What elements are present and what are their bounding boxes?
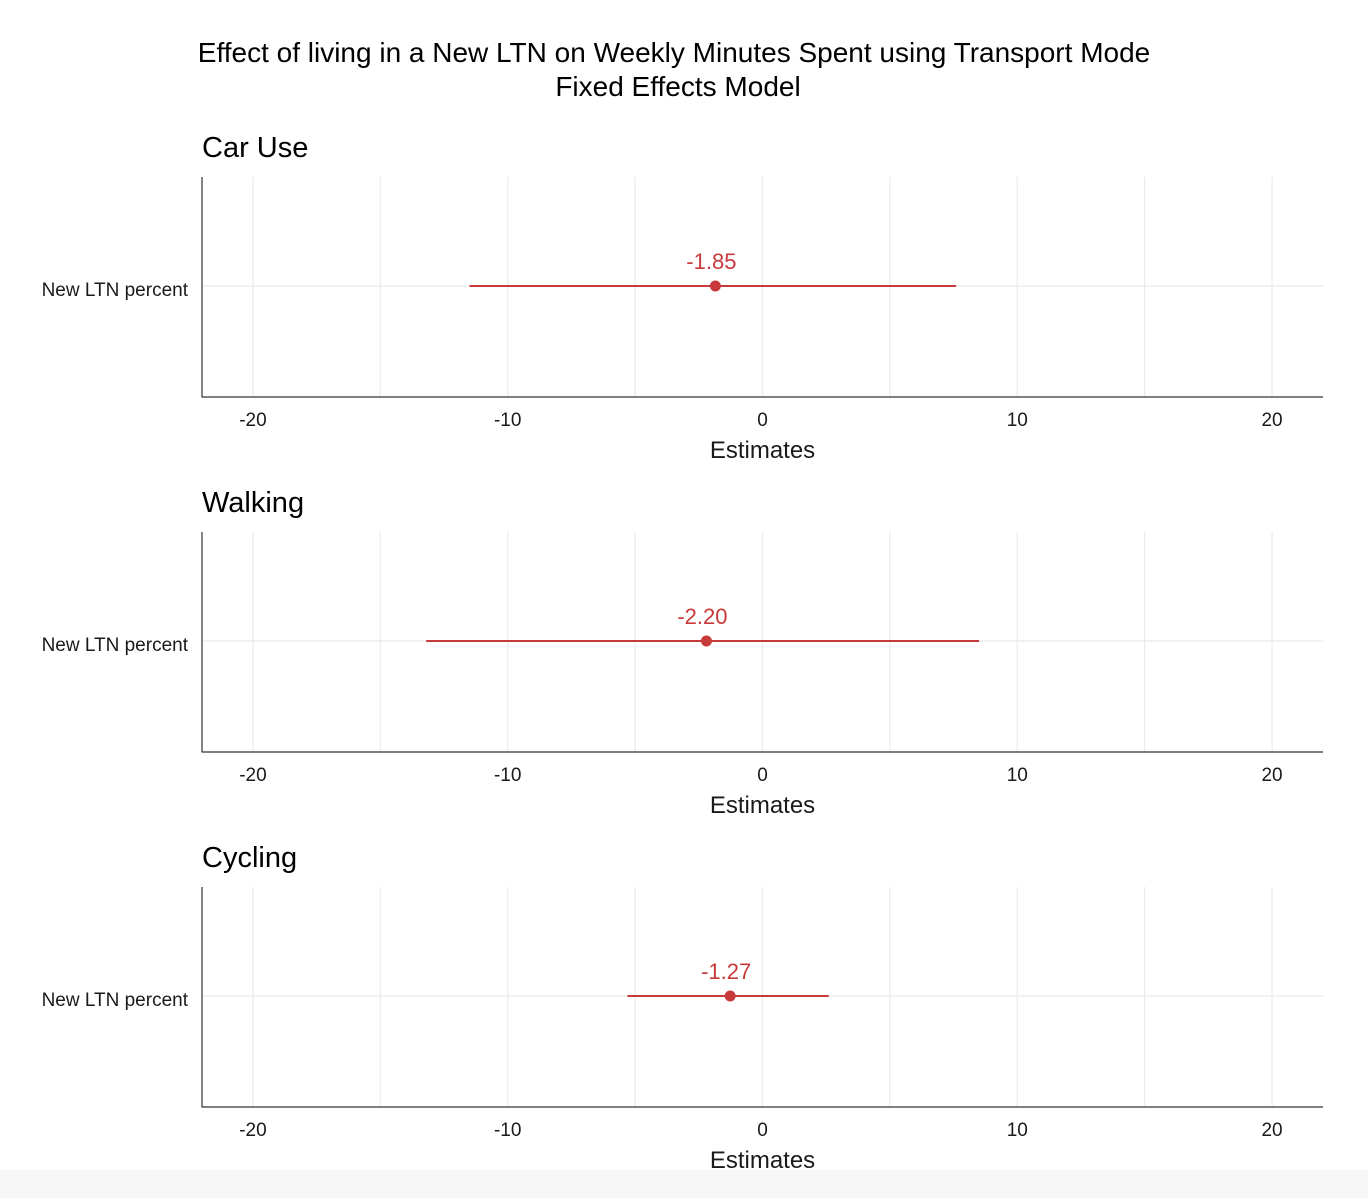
x-tick-label: 0	[757, 410, 768, 431]
panel-title: Car Use	[202, 132, 308, 164]
x-tick-label: 0	[757, 765, 768, 786]
y-tick-label: New LTN percent	[42, 635, 189, 656]
panel-cycling: Cycling New LTN percent -20 -10 0 10 20 Estimat…	[42, 842, 1323, 1174]
x-tick-label: 20	[1261, 765, 1282, 786]
point-estimate	[724, 990, 736, 1002]
x-tick-label: 0	[757, 1120, 768, 1141]
chart-title: Effect of living in a New LTN on Weekly …	[198, 37, 1150, 68]
x-tick-label: 10	[1007, 410, 1028, 431]
x-tick-label: -10	[494, 410, 521, 431]
point-estimate	[700, 635, 712, 647]
y-tick-label: New LTN percent	[42, 280, 189, 301]
x-axis-title: Estimates	[710, 792, 815, 819]
x-tick-label: 20	[1261, 410, 1282, 431]
x-tick-label: 10	[1007, 1120, 1028, 1141]
data-label: -1.85	[686, 249, 736, 274]
panel-walking: Walking New LTN percent -20 -10 0 10 20 Estimat…	[42, 487, 1323, 819]
x-axis-title: Estimates	[710, 1147, 815, 1174]
data-label: -1.27	[701, 959, 751, 984]
x-tick-label: -10	[494, 765, 521, 786]
panel-title: Cycling	[202, 842, 297, 874]
y-tick-label: New LTN percent	[42, 990, 189, 1011]
panel-title: Walking	[202, 487, 304, 519]
x-axis-title: Estimates	[710, 437, 815, 464]
data-label: -2.20	[677, 604, 727, 629]
x-tick-label: 20	[1261, 1120, 1282, 1141]
panel-car-use: Car Use New LTN percent -20 -10 0 10 20 Estimat…	[42, 132, 1323, 464]
bottom-strip	[0, 1170, 1368, 1198]
x-tick-label: -20	[239, 1120, 266, 1141]
point-estimate	[709, 280, 721, 292]
x-tick-label: -20	[239, 410, 266, 431]
x-tick-label: -10	[494, 1120, 521, 1141]
chart-subtitle: Fixed Effects Model	[555, 71, 800, 102]
x-tick-label: 10	[1007, 765, 1028, 786]
x-tick-label: -20	[239, 765, 266, 786]
